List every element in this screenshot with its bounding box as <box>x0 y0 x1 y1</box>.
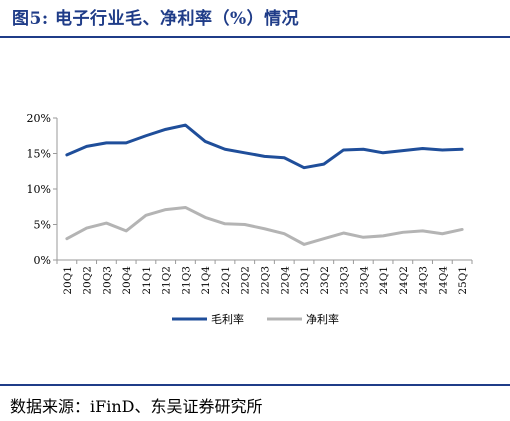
x-tick-label: 23Q2 <box>319 266 331 295</box>
x-tick-label: 24Q1 <box>378 266 390 295</box>
legend: 毛利率 净利率 <box>172 312 339 326</box>
x-tick-label: 20Q2 <box>82 266 94 295</box>
legend-gross-margin-label: 毛利率 <box>211 312 244 326</box>
x-tick-label: 23Q1 <box>299 266 311 295</box>
y-tick-label: 5% <box>34 219 51 232</box>
x-tick-label: 22Q4 <box>279 266 291 295</box>
x-tick-label: 24Q3 <box>418 266 430 295</box>
title-rule <box>0 36 510 38</box>
source-rule <box>0 384 510 386</box>
x-tick-label: 22Q1 <box>220 266 232 295</box>
line-chart: 0% 5% 10% 15% 20% 20Q1 20Q2 20Q3 20Q4 21Q1 21Q2 21… <box>27 112 473 326</box>
x-tick-label: 21Q2 <box>161 266 173 295</box>
legend-net-margin-label: 净利率 <box>306 312 339 326</box>
y-tick-label: 0% <box>34 254 51 267</box>
source-note: 数据来源：iFinD、东吴证券研究所 <box>10 397 263 416</box>
x-tick-label: 24Q4 <box>437 266 449 295</box>
y-tick-label: 10% <box>27 183 51 196</box>
figure-title: 图5: 电子行业毛、净利率（%）情况 <box>12 9 300 29</box>
x-tick-label: 24Q2 <box>398 266 410 295</box>
net-margin-line <box>65 205 464 246</box>
series-group <box>65 123 464 246</box>
x-tick-label: 20Q3 <box>101 266 113 295</box>
x-axis: 20Q1 20Q2 20Q3 20Q4 21Q1 21Q2 21Q3 21Q4 22Q1 22Q2… <box>56 259 473 295</box>
x-tick-label: 23Q4 <box>358 266 370 295</box>
x-tick-label: 25Q1 <box>457 266 469 295</box>
x-tick-label: 22Q3 <box>260 266 272 295</box>
y-tick-label: 15% <box>27 148 51 161</box>
x-tick-label: 23Q3 <box>339 266 351 295</box>
gross-margin-line <box>65 123 464 170</box>
y-tick-label: 20% <box>27 112 51 125</box>
x-tick-label: 21Q3 <box>180 266 192 295</box>
x-tick-label: 20Q1 <box>62 266 74 295</box>
x-tick-label: 21Q1 <box>141 266 153 295</box>
x-tick-label: 21Q4 <box>200 266 212 295</box>
x-tick-label: 22Q2 <box>240 266 252 295</box>
x-tick-label: 20Q4 <box>121 266 133 295</box>
y-axis: 0% 5% 10% 15% 20% <box>27 112 58 267</box>
